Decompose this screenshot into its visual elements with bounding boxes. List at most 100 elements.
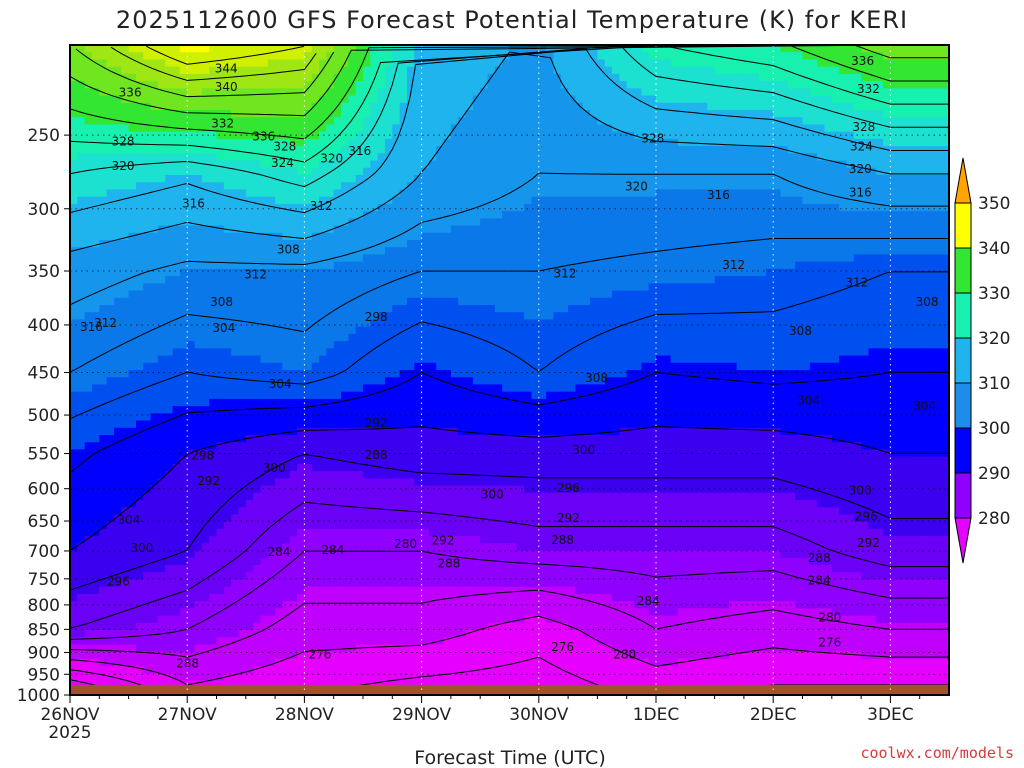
- heatmap-cell: [216, 478, 225, 487]
- heatmap-cell: [172, 680, 181, 689]
- heatmap-cell: [377, 514, 386, 523]
- heatmap-cell: [458, 492, 467, 501]
- heatmap-cell: [392, 471, 401, 479]
- heatmap-cell: [297, 276, 305, 284]
- heatmap-cell: [201, 413, 210, 422]
- heatmap-cell: [406, 420, 415, 429]
- heatmap-cell: [465, 211, 474, 219]
- heatmap-cell: [384, 283, 393, 292]
- heatmap-cell: [436, 290, 445, 299]
- heatmap-cell: [238, 225, 247, 234]
- heatmap-cell: [194, 189, 203, 198]
- heatmap-cell: [355, 435, 364, 443]
- heatmap-cell: [201, 276, 210, 284]
- heatmap-cell: [348, 362, 357, 371]
- heatmap-cell: [253, 305, 262, 313]
- heatmap-cell: [289, 449, 298, 458]
- heatmap-cell: [275, 413, 284, 422]
- heatmap-cell: [121, 189, 130, 198]
- heatmap-cell: [392, 124, 401, 133]
- heatmap-cell: [135, 449, 144, 458]
- heatmap-cell: [179, 630, 188, 638]
- heatmap-cell: [245, 413, 254, 422]
- heatmap-cell: [421, 117, 430, 126]
- heatmap-cell: [238, 341, 247, 349]
- heatmap-cell: [121, 211, 130, 219]
- heatmap-cell: [157, 131, 166, 140]
- heatmap-cell: [384, 442, 393, 451]
- heatmap-cell: [399, 73, 408, 82]
- heatmap-cell: [377, 290, 386, 299]
- heatmap-cell: [282, 406, 291, 414]
- heatmap-cell: [245, 370, 254, 378]
- heatmap-cell: [275, 593, 284, 602]
- heatmap-cell: [311, 456, 320, 465]
- heatmap-cell: [450, 268, 459, 277]
- heatmap-cell: [231, 471, 240, 479]
- heatmap-cell: [341, 240, 349, 248]
- heatmap-cell: [297, 59, 305, 68]
- heatmap-cell: [333, 341, 342, 349]
- heatmap-cell: [157, 658, 166, 667]
- heatmap-cell: [333, 167, 342, 176]
- heatmap-cell: [260, 189, 269, 198]
- heatmap-cell: [384, 232, 393, 241]
- heatmap-cell: [406, 153, 415, 162]
- heatmap-cell: [384, 528, 393, 537]
- heatmap-cell: [77, 211, 86, 219]
- heatmap-cell: [231, 341, 240, 349]
- heatmap-cell: [392, 341, 401, 349]
- heatmap-cell: [297, 153, 305, 162]
- heatmap-cell: [275, 471, 284, 479]
- heatmap-cell: [341, 384, 349, 393]
- heatmap-cell: [84, 312, 93, 321]
- heatmap-cell: [384, 102, 393, 111]
- heatmap-cell: [84, 175, 93, 183]
- heatmap-cell: [106, 557, 115, 566]
- heatmap-cell: [121, 536, 130, 544]
- heatmap-cell: [282, 175, 291, 183]
- heatmap-cell: [172, 370, 181, 378]
- heatmap-cell: [238, 615, 247, 624]
- heatmap-cell: [282, 312, 291, 321]
- heatmap-cell: [311, 305, 320, 313]
- heatmap-cell: [260, 326, 269, 335]
- heatmap-cell: [443, 608, 452, 617]
- heatmap-cell: [384, 138, 393, 147]
- heatmap-cell: [304, 557, 313, 566]
- heatmap-cell: [304, 362, 313, 371]
- heatmap-cell: [333, 543, 342, 552]
- heatmap-cell: [267, 95, 276, 104]
- heatmap-cell: [77, 117, 86, 126]
- heatmap-cell: [165, 247, 174, 256]
- heatmap-cell: [135, 550, 144, 559]
- heatmap-cell: [341, 203, 349, 212]
- heatmap-cell: [326, 456, 335, 465]
- heatmap-cell: [238, 211, 247, 219]
- heatmap-cell: [363, 160, 371, 169]
- heatmap-cell: [414, 73, 423, 82]
- heatmap-cell: [253, 348, 262, 357]
- heatmap-cell: [392, 312, 401, 321]
- heatmap-cell: [201, 124, 210, 133]
- heatmap-cell: [399, 240, 408, 248]
- heatmap-cell: [143, 391, 152, 400]
- heatmap-cell: [363, 196, 371, 205]
- heatmap-cell: [399, 485, 408, 494]
- heatmap-cell: [384, 88, 393, 97]
- heatmap-cell: [406, 565, 415, 573]
- heatmap-cell: [201, 52, 210, 61]
- heatmap-cell: [253, 658, 262, 667]
- heatmap-cell: [370, 81, 379, 89]
- heatmap-cell: [414, 268, 423, 277]
- heatmap-cell: [333, 189, 342, 198]
- heatmap-cell: [289, 514, 298, 523]
- heatmap-cell: [421, 232, 430, 241]
- heatmap-cell: [113, 45, 122, 53]
- heatmap-cell: [245, 565, 254, 573]
- heatmap-cell: [187, 528, 196, 537]
- heatmap-cell: [91, 196, 100, 205]
- heatmap-cell: [436, 449, 445, 458]
- heatmap-cell: [282, 478, 291, 487]
- heatmap-cell: [355, 319, 364, 328]
